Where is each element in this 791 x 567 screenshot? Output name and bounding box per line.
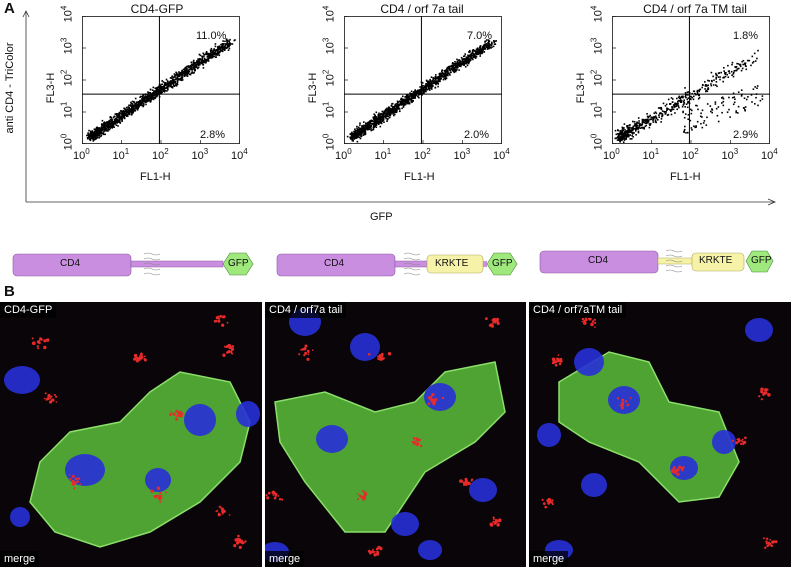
y-tick-label: 101: [59, 101, 75, 119]
y-tick-label: 101: [321, 101, 337, 119]
y-tick-label: 102: [589, 69, 605, 87]
plot-1-y-label: FL3-H: [45, 72, 57, 104]
plot-2-title: CD4 / orf 7a tail: [380, 2, 464, 16]
y-tick-label: 104: [589, 5, 605, 23]
plot-3-y-label: FL3-H: [575, 72, 587, 104]
x-tick-label: 104: [761, 147, 778, 162]
x-tick-label: 103: [721, 147, 739, 162]
construct-3-motif: KRKTE: [699, 255, 733, 266]
plot-3-title: CD4 / orf 7a TM tail: [643, 2, 747, 16]
plot-1-title: CD4-GFP: [130, 2, 184, 16]
x-tick-label: 101: [374, 147, 392, 162]
y-tick-label: 102: [59, 69, 75, 87]
micrograph-1-image: [4, 314, 260, 549]
plot-2-upper-right-pct: 7.0%: [467, 30, 493, 42]
x-tick-label: 101: [642, 147, 660, 162]
plot-2-y-label: FL3-H: [307, 72, 319, 104]
micrograph-1-merge: merge: [0, 551, 40, 567]
micrograph-3: CD4 / orf7aTM tail merge: [529, 302, 791, 567]
plot-3-lower-right-pct: 2.9%: [733, 129, 759, 141]
y-tick-label: 104: [321, 5, 337, 23]
plot-2-lower-right-pct: 2.0%: [464, 129, 490, 141]
x-tick-label: 100: [335, 147, 352, 162]
x-tick-label: 103: [191, 147, 209, 162]
x-tick-label: 102: [152, 147, 169, 162]
y-tick-label: 100: [321, 133, 337, 151]
construct-2: [276, 252, 518, 277]
construct-3: [539, 249, 774, 274]
construct-diagrams: [12, 249, 774, 277]
plot-2-scatter: [344, 16, 502, 144]
x-tick-label: 102: [682, 147, 699, 162]
construct-2-motif: KRKTE: [435, 258, 469, 269]
plot-1-x-label: FL1-H: [140, 171, 171, 183]
construct-2-tag: GFP: [492, 258, 513, 269]
x-tick-label: 102: [414, 147, 431, 162]
construct-1-tag: GFP: [228, 258, 249, 269]
y-tick-label: 103: [589, 37, 605, 55]
plot-3-upper-right-pct: 1.8%: [733, 30, 759, 42]
micrograph-2-merge: merge: [265, 551, 305, 567]
y-tick-label: 104: [59, 5, 75, 23]
panel-a-label: A: [4, 0, 15, 17]
plot-1-upper-right-pct: 11.0%: [196, 30, 227, 42]
micrograph-2-label: CD4 / orf7a tail: [265, 302, 347, 318]
construct-2-domain: CD4: [324, 258, 345, 269]
micrograph-2: CD4 / orf7a tail merge: [265, 302, 526, 567]
y-tick-label: 103: [59, 37, 75, 55]
flow-x-axis-label: GFP: [370, 211, 393, 223]
y-tick-label: 102: [321, 69, 337, 87]
x-tick-label: 104: [493, 147, 510, 162]
y-tick-label: 100: [589, 133, 605, 151]
micrograph-3-merge: merge: [529, 551, 569, 567]
x-tick-label: 100: [603, 147, 620, 162]
micrograph-1: CD4-GFP merge: [0, 302, 262, 567]
y-tick-label: 100: [59, 133, 75, 151]
construct-3-tag: GFP: [751, 255, 772, 266]
plot-1-scatter: [82, 16, 240, 144]
x-tick-label: 104: [231, 147, 248, 162]
panel-b-label: B: [4, 283, 15, 300]
plot-2-x-label: FL1-H: [404, 171, 435, 183]
y-tick-label: 103: [321, 37, 337, 55]
x-tick-label: 103: [453, 147, 471, 162]
micrograph-2-image: [265, 308, 506, 562]
construct-3-domain: CD4: [588, 255, 609, 266]
micrograph-1-label: CD4-GFP: [0, 302, 57, 318]
construct-1-domain: CD4: [60, 258, 81, 269]
flow-shared-axes: [22, 10, 777, 206]
x-tick-label: 100: [73, 147, 90, 162]
construct-1: [12, 252, 254, 277]
plot-3-scatter: [612, 16, 770, 144]
x-tick-label: 101: [112, 147, 130, 162]
plot-1-lower-right-pct: 2.8%: [200, 129, 226, 141]
micrograph-3-label: CD4 / orf7aTM tail: [529, 302, 627, 318]
plot-3-x-label: FL1-H: [670, 171, 701, 183]
y-tick-label: 101: [589, 101, 605, 119]
micrograph-3-image: [537, 316, 778, 560]
